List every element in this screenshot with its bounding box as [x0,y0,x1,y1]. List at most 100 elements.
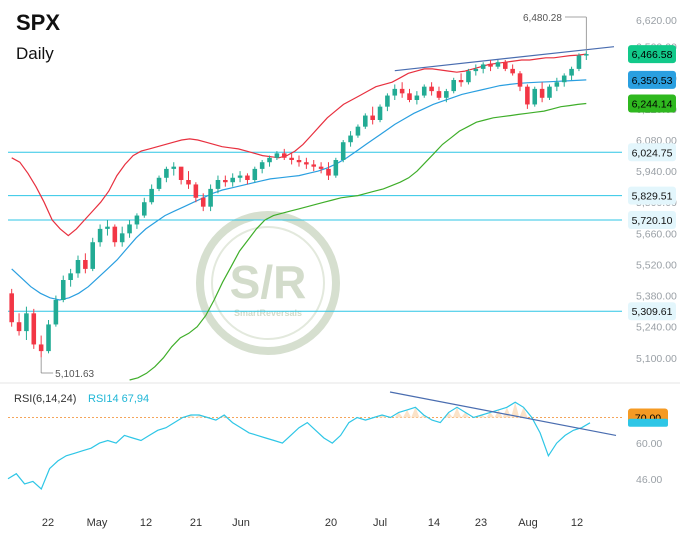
candle [223,175,228,187]
candle [186,171,191,189]
candle [517,71,523,92]
x-axis-tick: Aug [518,517,538,529]
candle [318,162,324,174]
candle-body [97,228,103,243]
candle-body [510,68,515,74]
support-level-tag-text: 6,024.75 [632,147,673,159]
x-axis-tick: Jul [373,517,387,529]
rsi-overbought-area [186,402,528,418]
watermark-subtext: SmartReversals [234,308,302,318]
candle [444,88,449,103]
candle [488,60,493,72]
candle [296,155,302,167]
candle-body [370,115,375,120]
candle [370,106,375,125]
candle [348,131,353,147]
rsi-series-label: RSI14 67,94 [88,393,149,405]
candle-body [237,175,243,178]
x-axis-tick: 14 [428,517,440,529]
candle-body [429,86,434,92]
price-trendline [394,46,615,72]
candle [83,253,88,274]
price-axis-tick: 5,240.00 [636,322,677,334]
candle-body [31,313,37,345]
candle-body [392,88,398,96]
price-axis-tick: 6,620.00 [636,15,677,27]
candle [421,84,427,98]
candle [436,86,442,100]
candle-body [576,55,582,69]
candle-body [488,64,493,67]
candle-body [385,95,390,107]
support-level-tag: 5,720.10 [628,210,676,229]
candle [429,82,434,96]
candle-body [186,180,191,185]
x-axis-tick: 12 [140,517,152,529]
candle-body [340,142,346,160]
candle [60,275,66,303]
candle [407,88,412,103]
support-level-tag-bg [628,210,676,229]
candle [245,173,250,185]
candle-body [127,224,132,234]
candle [178,166,184,185]
candle-body [281,153,287,158]
candle [68,268,73,287]
x-axis-tick: 22 [42,517,54,529]
watermark-text: S/R [230,256,307,308]
candle-body [193,184,199,198]
candle [105,220,110,236]
candle-body [83,260,88,269]
candle [75,255,81,278]
candle-body [46,324,51,352]
candle-body [517,73,523,87]
candle [193,182,199,203]
candle-body [259,162,265,169]
low-marker-label: 5,101.63 [55,369,94,380]
candle [9,288,14,327]
candle-body [525,86,530,105]
watermark-inner-ring [211,226,325,340]
candle [363,113,368,129]
candle [281,148,287,160]
rsi-value-tag [628,418,668,427]
candle [208,184,213,212]
candle-body [223,180,228,183]
candle [561,73,567,87]
candle [333,157,339,178]
candle [495,60,501,69]
price-axis-tick: 5,520.00 [636,259,677,271]
candle [355,124,361,138]
support-level-tag: 6,024.75 [628,143,676,162]
candle [53,295,59,327]
candle [127,220,132,238]
candle [237,171,243,183]
support-level-tag: 5,309.61 [628,302,676,321]
x-axis-tick: Jun [232,517,250,529]
candle-body [561,75,567,83]
x-axis-tick: May [87,517,108,529]
candle-body [230,177,235,183]
candle [31,308,37,349]
x-axis-tick: 20 [325,517,337,529]
candle [24,306,29,340]
candle [215,175,221,194]
support-level-tag-text: 5,829.51 [632,191,673,203]
candle-body [53,300,59,325]
candle-body [68,273,73,280]
candle [399,82,405,98]
rsi-title: RSI(6,14,24) [14,393,76,405]
candle-body [90,242,96,269]
candle [16,313,22,336]
candle-body [200,197,206,207]
candle [142,197,147,218]
candle-body [569,68,574,76]
candle [171,162,177,176]
candle-body [149,188,154,203]
candle [584,51,589,60]
candle [340,140,346,163]
candle [385,93,390,112]
candle-body [134,215,140,225]
rsi-axis-tick: 46.00 [636,474,662,486]
